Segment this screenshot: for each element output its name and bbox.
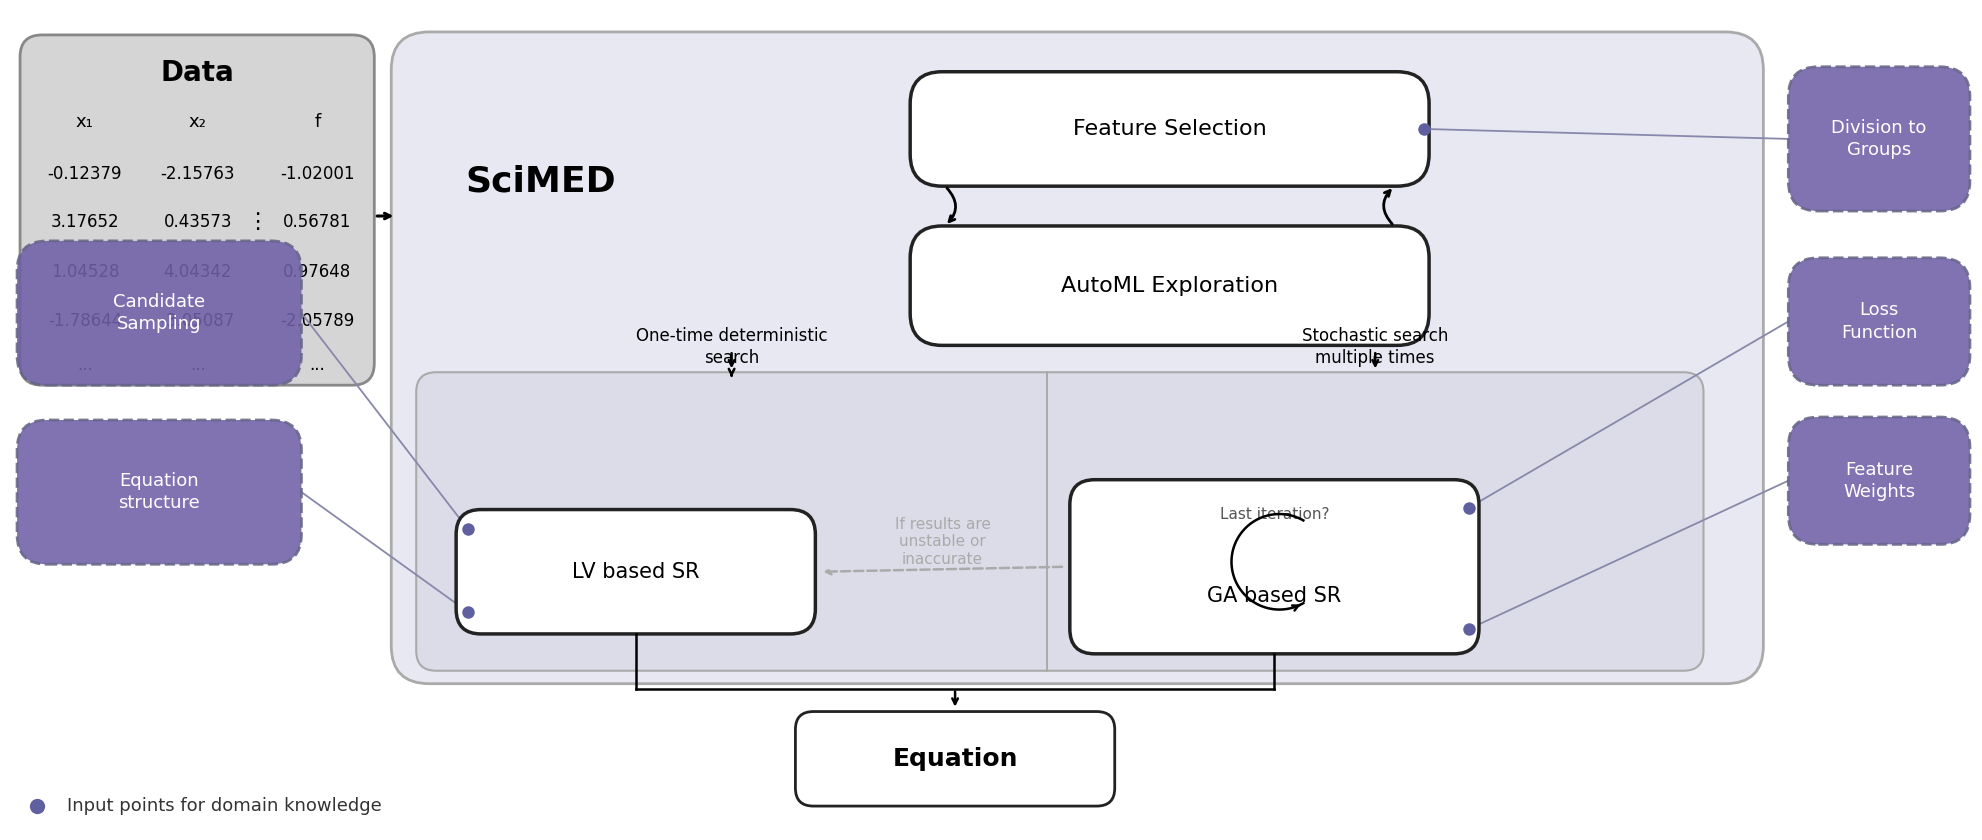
Text: multiple times: multiple times bbox=[1316, 349, 1435, 367]
FancyBboxPatch shape bbox=[1788, 66, 1970, 211]
Text: If results are
unstable or
inaccurate: If results are unstable or inaccurate bbox=[894, 517, 991, 567]
Text: GA based SR: GA based SR bbox=[1207, 586, 1342, 606]
FancyBboxPatch shape bbox=[390, 32, 1764, 684]
FancyBboxPatch shape bbox=[1070, 480, 1479, 654]
Text: Division to
Groups: Division to Groups bbox=[1831, 118, 1927, 159]
FancyBboxPatch shape bbox=[1788, 258, 1970, 386]
Text: Equation: Equation bbox=[892, 747, 1019, 771]
FancyBboxPatch shape bbox=[1788, 417, 1970, 544]
Text: x₂: x₂ bbox=[188, 113, 206, 132]
Text: 0.56781: 0.56781 bbox=[283, 213, 351, 231]
Text: -2.15763: -2.15763 bbox=[161, 165, 236, 183]
Text: -1.78644: -1.78644 bbox=[48, 312, 123, 330]
Text: x₁: x₁ bbox=[75, 113, 93, 132]
Text: -0.12379: -0.12379 bbox=[48, 165, 123, 183]
Text: -3.05087: -3.05087 bbox=[161, 312, 234, 330]
FancyBboxPatch shape bbox=[18, 420, 301, 564]
Text: -1.02001: -1.02001 bbox=[279, 165, 355, 183]
Text: Data: Data bbox=[161, 59, 234, 87]
Text: Last iteration?: Last iteration? bbox=[1219, 507, 1330, 522]
Text: search: search bbox=[704, 349, 759, 367]
FancyBboxPatch shape bbox=[18, 241, 301, 386]
Text: Stochastic search: Stochastic search bbox=[1302, 328, 1449, 345]
Text: ...: ... bbox=[190, 356, 206, 375]
Text: Loss
Function: Loss Function bbox=[1841, 302, 1917, 342]
Text: ⋮: ⋮ bbox=[246, 212, 270, 232]
Text: ...: ... bbox=[309, 356, 325, 375]
Text: 4.04342: 4.04342 bbox=[163, 263, 232, 281]
FancyBboxPatch shape bbox=[795, 711, 1114, 806]
Text: ...: ... bbox=[77, 356, 93, 375]
Text: AutoML Exploration: AutoML Exploration bbox=[1060, 276, 1278, 296]
Text: 0.43573: 0.43573 bbox=[163, 213, 232, 231]
Text: Input points for domain knowledge: Input points for domain knowledge bbox=[67, 797, 383, 815]
Text: Feature
Weights: Feature Weights bbox=[1843, 460, 1915, 501]
Text: -2.05789: -2.05789 bbox=[279, 312, 355, 330]
Text: One-time deterministic: One-time deterministic bbox=[636, 328, 826, 345]
Text: Equation
structure: Equation structure bbox=[119, 472, 200, 512]
Text: f: f bbox=[315, 113, 321, 132]
Text: 1.04528: 1.04528 bbox=[52, 263, 119, 281]
Text: 0.97648: 0.97648 bbox=[283, 263, 351, 281]
FancyBboxPatch shape bbox=[910, 71, 1429, 186]
Text: SciMED: SciMED bbox=[466, 164, 616, 198]
Text: LV based SR: LV based SR bbox=[573, 562, 700, 582]
FancyBboxPatch shape bbox=[20, 35, 375, 386]
FancyBboxPatch shape bbox=[416, 372, 1703, 671]
Text: 3.17652: 3.17652 bbox=[52, 213, 119, 231]
FancyBboxPatch shape bbox=[456, 510, 815, 634]
FancyBboxPatch shape bbox=[910, 226, 1429, 345]
Text: Candidate
Sampling: Candidate Sampling bbox=[113, 293, 206, 333]
Text: Feature Selection: Feature Selection bbox=[1072, 119, 1266, 139]
